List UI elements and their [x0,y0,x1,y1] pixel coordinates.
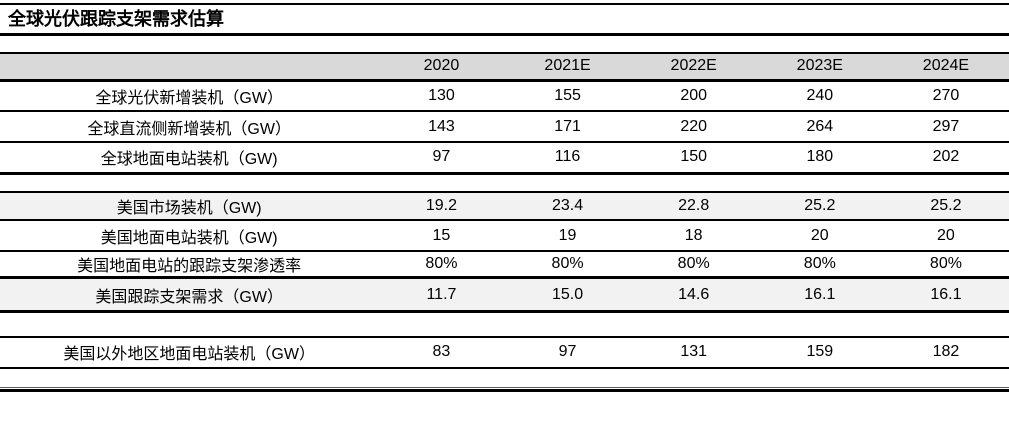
value-cell: 80% [803,255,836,272]
value-cell: 220 [680,117,708,135]
value-cell: 97 [558,343,577,360]
row-label: 美国跟踪支架需求（GW） [95,288,283,306]
year-header-row: 2020 2021E 2022E 2023E 2024E [0,53,1009,80]
value-cell: 182 [932,343,960,360]
row-label: 美国以外地区地面电站装机（GW） [63,346,315,363]
row-label: 全球地面电站装机（GW) [100,151,278,169]
title-rule [0,33,1009,36]
table-row: 美国市场装机（GW) 19.2 23.4 22.8 25.2 25.2 [0,192,1009,220]
value-cell: 19 [558,226,577,244]
value-cell: 25.2 [930,197,962,214]
value-cell: 159 [806,343,834,360]
label-column-header [0,53,378,80]
value-cell: 16.1 [804,285,836,303]
value-cell: 83 [432,343,451,360]
value-cell: 18 [684,226,703,244]
value-cell: 20 [937,226,955,244]
value-cell: 264 [806,117,834,135]
column-header-year: 2024E [922,57,970,75]
demand-estimate-table: 2020 2021E 2022E 2023E 2024E 全球光伏新增装机（GW） 130… [0,52,1009,387]
row-label: 全球光伏新增装机（GW） [95,89,283,107]
spacer-cell [0,367,1009,387]
table-body: 全球光伏新增装机（GW） 130 155 200 240 270 全球直流侧新增装机（GW）… [0,80,1009,387]
value-cell: 270 [932,86,960,104]
value-cell: 80% [677,255,710,272]
value-cell: 11.7 [426,285,457,303]
spacer-cell [0,311,1009,337]
row-label: 全球直流侧新增装机（GW） [87,120,291,138]
value-cell: 155 [554,86,581,104]
value-cell: 116 [554,148,581,166]
value-cell: 15.0 [551,285,584,303]
row-label: 美国地面电站的跟踪支架渗透率 [77,258,302,275]
column-header-year: 2023E [796,57,843,75]
value-cell: 14.6 [678,285,710,303]
value-cell: 240 [806,86,834,104]
value-cell: 25.2 [804,197,836,214]
spacer-cell [0,173,1009,192]
value-cell: 22.8 [678,197,710,214]
value-cell: 97 [432,148,451,166]
spacer-row [0,367,1009,387]
row-label: 美国市场装机（GW) [116,200,262,217]
value-cell: 80% [425,255,458,272]
table-row: 美国地面电站的跟踪支架渗透率 80% 80% 80% 80% 80% [0,251,1009,278]
value-cell: 23.4 [551,197,584,214]
value-cell: 150 [680,148,708,166]
table-row: 全球光伏新增装机（GW） 130 155 200 240 270 [0,80,1009,111]
top-rule [0,3,1009,5]
value-cell: 297 [932,117,960,135]
table-row: 全球直流侧新增装机（GW） 143 171 220 264 297 [0,111,1009,142]
value-cell: 130 [428,86,455,104]
value-cell: 171 [554,117,581,135]
bottom-rule [0,386,1009,392]
value-cell: 16.1 [930,285,962,303]
page-title: 全球光伏跟踪支架需求估算 [8,9,224,29]
table-row: 全球地面电站装机（GW) 97 116 150 180 202 [0,142,1009,173]
value-cell: 131 [680,343,708,360]
value-cell: 200 [680,86,708,104]
value-cell: 202 [932,148,960,166]
spacer-row [0,311,1009,337]
value-cell: 80% [551,255,584,272]
table-row: 美国跟踪支架需求（GW） 11.7 15.0 14.6 16.1 16.1 [0,277,1009,312]
value-cell: 15 [432,226,451,244]
value-cell: 19.2 [425,197,457,214]
table-row: 美国地面电站装机（GW) 15 19 18 20 20 [0,220,1009,251]
table-row: 美国以外地区地面电站装机（GW） 83 97 131 159 182 [0,337,1009,368]
column-header-year: 2020 [423,57,460,75]
spacer-row [0,173,1009,192]
value-cell: 180 [806,148,834,166]
column-header-year: 2022E [670,57,717,75]
column-header-year: 2021E [544,57,591,75]
value-cell: 20 [810,226,829,244]
row-label: 美国地面电站装机（GW) [100,229,278,247]
table-header: 2020 2021E 2022E 2023E 2024E [0,53,1009,80]
value-cell: 80% [929,255,962,272]
value-cell: 143 [428,117,455,135]
